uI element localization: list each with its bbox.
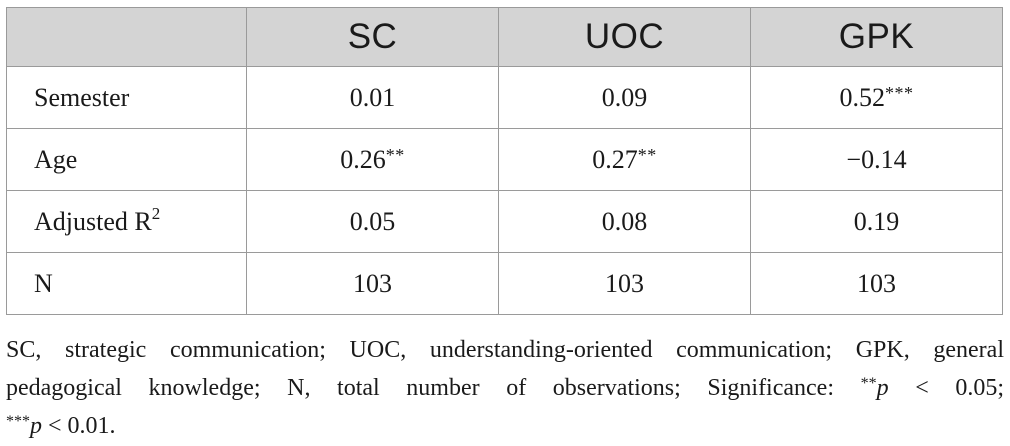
row-label-age: Age bbox=[6, 128, 247, 191]
header-empty-cell bbox=[6, 7, 247, 67]
footnote-line-1: SC, strategic communication; UOC, unders… bbox=[6, 337, 1004, 363]
header-uoc: UOC bbox=[498, 7, 751, 67]
table-row: Age 0.26** 0.27** −0.14 bbox=[6, 128, 1003, 191]
table-cell: 103 bbox=[246, 252, 499, 315]
table-row: Semester 0.01 0.09 0.52*** bbox=[6, 66, 1003, 129]
header-sc: SC bbox=[246, 7, 499, 67]
table-cell: 0.19 bbox=[750, 190, 1003, 253]
table-cell: 0.09 bbox=[498, 66, 751, 129]
row-label-n: N bbox=[6, 252, 247, 315]
table-cell: −0.14 bbox=[750, 128, 1003, 191]
table-cell: 103 bbox=[750, 252, 1003, 315]
table-row: N 103 103 103 bbox=[6, 252, 1003, 315]
table-row: Adjusted R2 0.05 0.08 0.19 bbox=[6, 190, 1003, 253]
row-label-semester: Semester bbox=[6, 66, 247, 129]
footnote-line-3: ***p < 0.01. bbox=[6, 413, 116, 439]
header-gpk: GPK bbox=[750, 7, 1003, 67]
table-cell: 0.52*** bbox=[750, 66, 1003, 129]
row-label-adjusted-r2: Adjusted R2 bbox=[6, 190, 247, 253]
table-cell: 0.01 bbox=[246, 66, 499, 129]
table-cell: 0.26** bbox=[246, 128, 499, 191]
table-cell: 0.08 bbox=[498, 190, 751, 253]
table-cell: 103 bbox=[498, 252, 751, 315]
superscript-2: 2 bbox=[151, 203, 161, 223]
table-cell: 0.05 bbox=[246, 190, 499, 253]
table-cell: 0.27** bbox=[498, 128, 751, 191]
table-footnote: SC, strategic communication; UOC, unders… bbox=[6, 334, 1004, 443]
regression-table: SC UOC GPK Semester 0.01 0.09 0.52*** Ag… bbox=[6, 7, 1003, 315]
table-header-row: SC UOC GPK bbox=[6, 7, 1003, 67]
regression-table-container: SC UOC GPK Semester 0.01 0.09 0.52*** Ag… bbox=[6, 7, 1003, 315]
footnote-line-2: pedagogical knowledge; N, total number o… bbox=[6, 375, 1005, 401]
